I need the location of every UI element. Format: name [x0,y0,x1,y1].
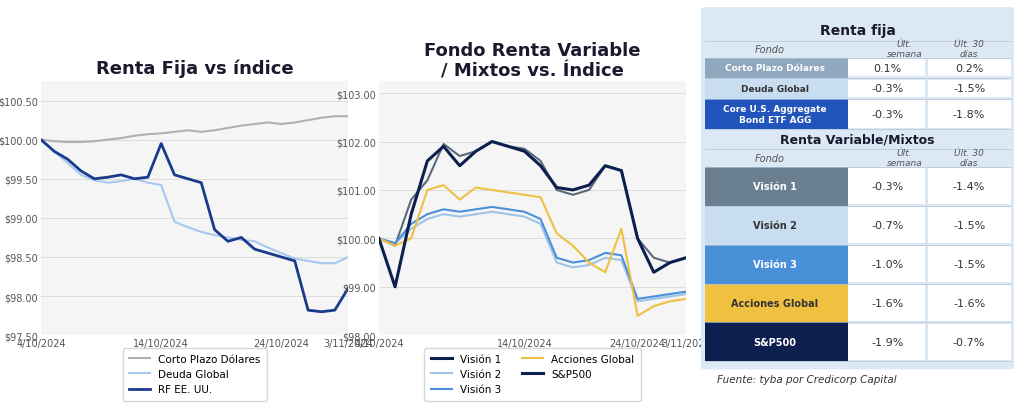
Bar [848,324,925,360]
Text: Últ.
semana: Últ. semana [887,149,923,168]
Text: -0.7%: -0.7% [871,220,903,231]
Text: Renta Variable/Mixtos: Renta Variable/Mixtos [780,133,935,146]
Bar [928,169,1011,205]
Text: -0.7%: -0.7% [953,337,985,347]
Text: -1.4%: -1.4% [953,182,985,192]
Bar [928,246,1011,283]
Bar [848,60,925,77]
Text: 0.1%: 0.1% [873,64,901,74]
Text: -1.5%: -1.5% [953,220,985,231]
Text: 0.2%: 0.2% [955,64,983,74]
Text: -1.6%: -1.6% [953,298,985,308]
Text: S&P500: S&P500 [754,337,797,347]
Text: -0.3%: -0.3% [871,84,903,94]
Bar [705,206,848,245]
FancyBboxPatch shape [698,8,1017,369]
Bar [848,169,925,205]
Text: Core U.S. Aggregate
Bond ETF AGG: Core U.S. Aggregate Bond ETF AGG [723,105,826,124]
Text: -1.9%: -1.9% [871,337,903,347]
Text: Últ.
semana: Últ. semana [887,40,923,59]
Text: -1.0%: -1.0% [871,259,903,270]
Text: Fuente: tyba por Credicorp Capital: Fuente: tyba por Credicorp Capital [717,374,897,384]
Bar [848,207,925,244]
Bar [928,207,1011,244]
Title: Fondo Renta Variable
/ Mixtos vs. Índice: Fondo Renta Variable / Mixtos vs. Índice [424,42,641,80]
Text: Fondo: Fondo [755,153,785,163]
Bar [928,101,1011,128]
Bar [705,245,848,284]
Text: Fondo: Fondo [755,45,785,54]
Bar [705,284,848,323]
Text: -0.3%: -0.3% [871,110,903,119]
Bar [705,323,848,362]
Text: Últ. 30
días: Últ. 30 días [953,149,983,168]
Text: -1.8%: -1.8% [953,110,985,119]
Legend: Corto Plazo Dólares, Deuda Global, RF EE. UU.: Corto Plazo Dólares, Deuda Global, RF EE… [123,348,266,401]
Bar [848,101,925,128]
Bar [928,285,1011,321]
Bar [705,79,848,99]
Bar [848,285,925,321]
Bar [928,60,1011,77]
Bar [705,99,848,130]
Text: Deuda Global: Deuda Global [740,85,809,94]
Text: Visión 2: Visión 2 [753,220,797,231]
Legend: Visión 1, Visión 2, Visión 3, Acciones Global, S&P500: Visión 1, Visión 2, Visión 3, Acciones G… [425,348,640,401]
Text: -0.3%: -0.3% [871,182,903,192]
Text: -1.6%: -1.6% [871,298,903,308]
Bar [705,130,1011,150]
Text: Corto Plazo Dólares: Corto Plazo Dólares [725,64,825,73]
Bar [705,58,848,79]
Text: Acciones Global: Acciones Global [731,298,818,308]
Bar [848,81,925,98]
Text: -1.5%: -1.5% [953,84,985,94]
Bar [928,324,1011,360]
Bar [705,167,848,206]
Bar [928,81,1011,98]
Bar [848,246,925,283]
Title: Renta Fija vs índice: Renta Fija vs índice [96,59,293,77]
Text: Visión 1: Visión 1 [753,182,797,192]
Text: Renta fija: Renta fija [819,24,896,38]
Text: Visión 3: Visión 3 [753,259,797,270]
Text: -1.5%: -1.5% [953,259,985,270]
Text: Últ. 30
días: Últ. 30 días [953,40,983,59]
